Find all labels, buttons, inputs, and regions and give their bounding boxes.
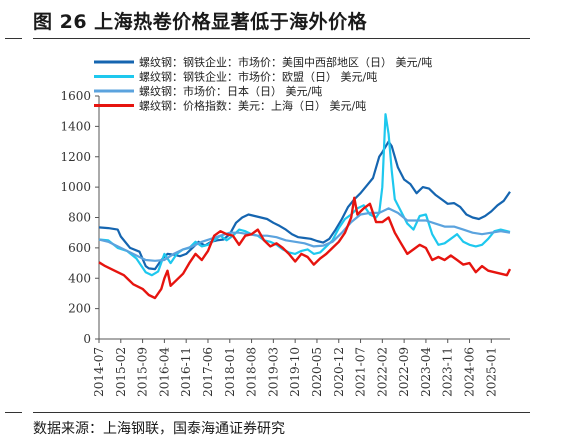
- legend-label-3: 螺纹钢：市场价：日本（日） 美元/吨: [139, 84, 322, 98]
- legend-label-1: 螺纹钢：钢铁企业：市场价：美国中西部地区（日） 美元/吨: [139, 55, 432, 69]
- x-tick-label: 2023-04: [419, 347, 433, 397]
- x-tick-label: 2015-02: [114, 347, 128, 397]
- x-tick-label: 2019-10: [288, 347, 302, 397]
- legend-label-4: 螺纹钢：价格指数：美元：上海（日） 美元/吨: [139, 99, 366, 113]
- source-note: 数据来源：上海钢联，国泰海通证券研究: [33, 421, 285, 437]
- x-tick-label: 2019-03: [266, 347, 280, 397]
- y-tick-label: 200: [68, 302, 91, 316]
- page-title: 图 26 上海热卷价格显著低于海外价格: [33, 11, 368, 33]
- y-tick-label: 0: [83, 332, 91, 346]
- x-tick-label: 2022-09: [397, 347, 411, 397]
- source-divider: [33, 412, 530, 413]
- series-line-3: [98, 207, 511, 262]
- x-tick-label: 2015-09: [136, 347, 150, 397]
- y-tick-label: 600: [68, 241, 91, 255]
- x-tick-label: 2022-02: [375, 347, 389, 397]
- y-tick-label: 1200: [60, 150, 91, 164]
- x-tick-label: 2025-01: [484, 347, 498, 397]
- series-line-4: [98, 196, 512, 300]
- title-divider: [33, 38, 530, 39]
- y-tick-label: 400: [68, 271, 91, 285]
- line-chart: 0 200 400 600 800 1000 1200 1400 1600 2014-07 2015…: [60, 55, 512, 397]
- x-tick-label: 2017-06: [201, 347, 215, 397]
- x-tick-label: 2024-06: [463, 347, 477, 397]
- y-tick-label: 1600: [60, 89, 91, 103]
- x-tick-label: 2016-11: [179, 347, 193, 397]
- left-marker-top: [5, 38, 22, 39]
- y-tick-label: 800: [68, 211, 91, 225]
- left-marker-bottom: [5, 412, 22, 413]
- x-tick-label: 2018-01: [223, 347, 237, 397]
- x-tick-label: 2014-07: [92, 347, 106, 397]
- x-tick-label: 2023-11: [441, 347, 455, 397]
- x-tick-label: 2020-05: [310, 347, 324, 397]
- x-tick-label: 2018-08: [245, 347, 259, 397]
- y-tick-label: 1400: [60, 119, 91, 133]
- legend-label-2: 螺纹钢：钢铁企业：市场价：欧盟（日） 美元/吨: [139, 70, 377, 84]
- x-tick-label: 2021-07: [354, 347, 368, 397]
- x-tick-label: 2020-12: [332, 347, 346, 397]
- x-tick-label: 2016-04: [157, 347, 171, 397]
- series-line-2: [98, 113, 511, 277]
- y-tick-label: 1000: [60, 180, 91, 194]
